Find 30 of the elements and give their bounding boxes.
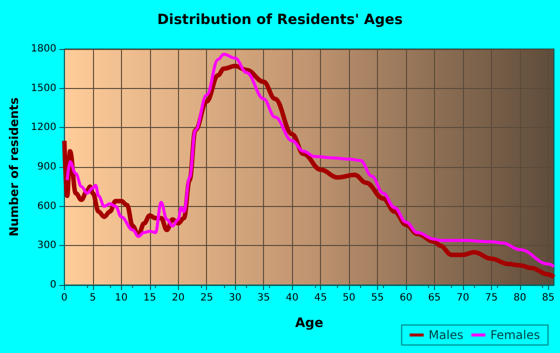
- x-tick-label: 10: [114, 292, 128, 304]
- x-tick-label: 65: [428, 292, 441, 304]
- y-tick-label: 1500: [30, 82, 56, 94]
- y-tick-label: 1200: [30, 122, 56, 134]
- x-tick-label: 50: [342, 292, 356, 304]
- x-tick-label: 0: [61, 292, 68, 304]
- x-tick-label: 75: [485, 292, 498, 304]
- y-tick-label: 900: [37, 162, 56, 172]
- x-tick-label: 30: [228, 292, 242, 304]
- y-tick-label: 600: [37, 200, 56, 212]
- y-tick-label: 0: [50, 280, 56, 290]
- x-tick-label: 15: [143, 292, 156, 304]
- x-tick-label: 55: [371, 292, 384, 304]
- y-tick-label: 1800: [30, 44, 56, 54]
- x-tick-label: 45: [314, 292, 327, 304]
- x-tick-label: 70: [456, 292, 470, 304]
- y-tick-label: 300: [37, 240, 56, 252]
- x-tick-label: 80: [513, 292, 526, 304]
- legend-label: Females: [490, 328, 540, 342]
- x-tick-label: 40: [286, 292, 298, 304]
- x-tick-label: 5: [90, 292, 96, 304]
- x-tick-label: 20: [172, 292, 185, 304]
- x-tick-label: 60: [400, 292, 412, 304]
- legend-label: Males: [428, 328, 464, 342]
- x-tick-label: 35: [257, 292, 270, 304]
- x-tick-label: 25: [200, 292, 214, 304]
- x-axis-title: Age: [295, 316, 324, 331]
- y-axis-title: Number of residents: [7, 97, 21, 237]
- x-tick-label: 85: [542, 292, 555, 304]
- chart-title: Distribution of Residents' Ages: [157, 12, 403, 28]
